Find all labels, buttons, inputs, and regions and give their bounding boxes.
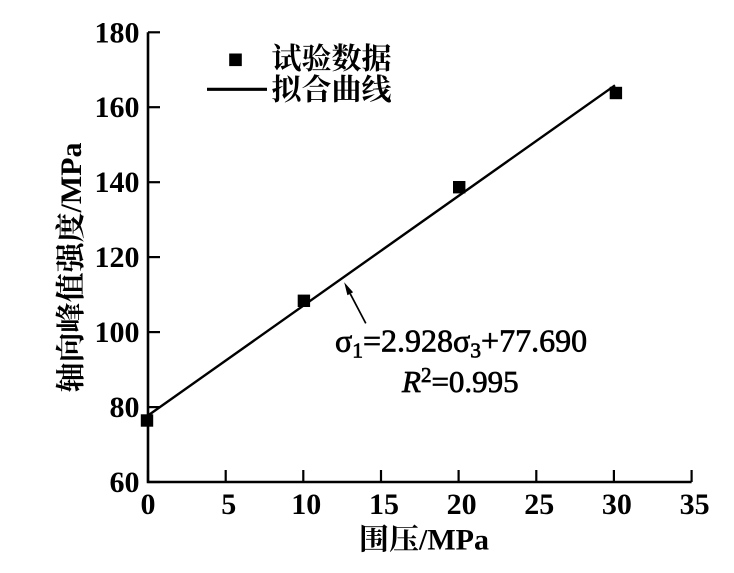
- svg-text:60: 60: [110, 466, 140, 499]
- svg-text:140: 140: [95, 166, 140, 199]
- svg-text:160: 160: [95, 91, 140, 124]
- svg-text:100: 100: [95, 316, 140, 349]
- svg-text:30: 30: [602, 488, 632, 521]
- svg-text:/MPa: /MPa: [55, 143, 88, 214]
- svg-text:20: 20: [447, 488, 477, 521]
- svg-text:0: 0: [141, 488, 156, 521]
- svg-text:/MPa: /MPa: [418, 524, 489, 557]
- svg-text:35: 35: [680, 488, 710, 521]
- svg-text:5: 5: [221, 488, 236, 521]
- svg-text:120: 120: [95, 241, 140, 274]
- svg-text:180: 180: [95, 16, 140, 49]
- svg-text:R2=0.995: R2=0.995: [401, 363, 519, 399]
- svg-text:10: 10: [291, 488, 321, 521]
- svg-text:σ1=2.928σ3+77.690: σ1=2.928σ3+77.690: [335, 323, 587, 363]
- svg-text:25: 25: [524, 488, 554, 521]
- svg-text:15: 15: [369, 488, 399, 521]
- svg-text:80: 80: [110, 391, 140, 424]
